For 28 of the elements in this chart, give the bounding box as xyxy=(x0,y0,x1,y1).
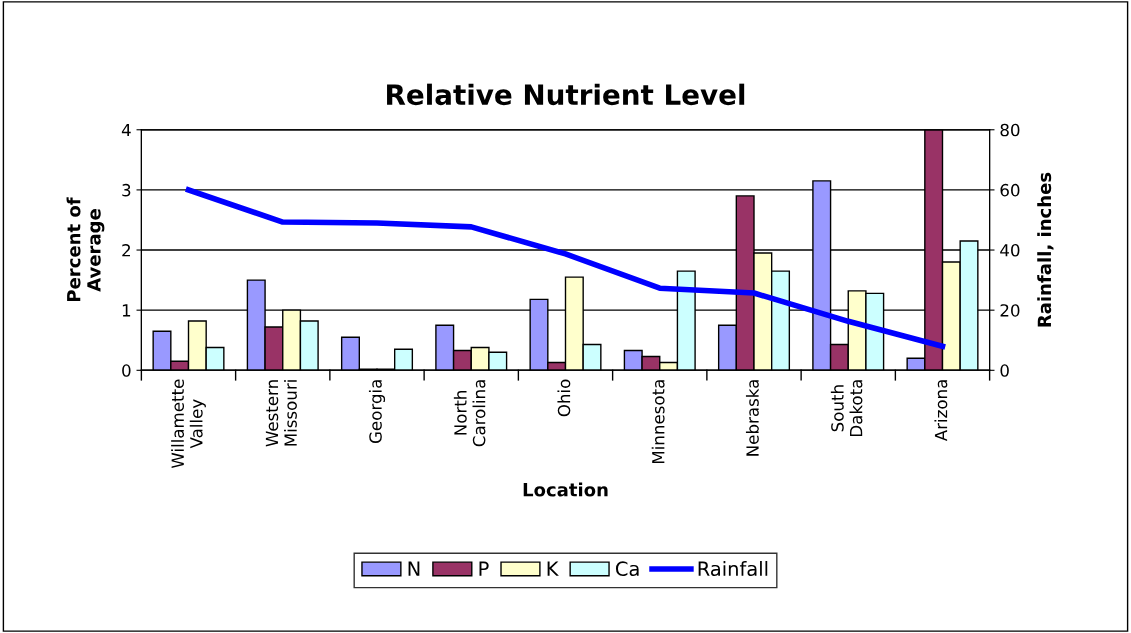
chart-title: Relative Nutrient Level xyxy=(387,83,745,106)
x-tick-label: Western Missouri xyxy=(265,380,297,447)
x-tick-label: Nebraska xyxy=(745,380,759,456)
y-tick-label: 1 xyxy=(122,304,131,317)
y2-tick-label: 80 xyxy=(1000,123,1020,137)
y2-tick-label: 40 xyxy=(1000,244,1020,257)
x-tick-label: Willamette Valley xyxy=(171,379,206,469)
y-axis-title: Percent of Average xyxy=(66,197,105,302)
x-tick-label: Ohio xyxy=(557,379,571,417)
x-tick-label: Georgia xyxy=(368,380,386,444)
y-tick-label: 4 xyxy=(121,123,131,137)
y-tick-label: 3 xyxy=(122,183,131,197)
y2-tick-label: 60 xyxy=(1000,183,1020,197)
y2-tick-label: 0 xyxy=(1000,364,1009,377)
legend-label: Rainfall xyxy=(698,560,768,577)
y2-tick-label: 20 xyxy=(1000,304,1020,317)
x-axis-title: Location xyxy=(523,482,608,497)
legend-label: N xyxy=(408,561,420,576)
x-tick-label: Minnesota xyxy=(651,380,665,464)
y2-axis-title: Rainfall, inches xyxy=(1037,172,1054,327)
x-tick-label: North Carolina xyxy=(453,380,486,447)
y-tick-label: 0 xyxy=(122,364,131,377)
legend-label: Ca xyxy=(615,561,639,577)
legend-label: K xyxy=(547,561,559,576)
x-tick-label: South Dakota xyxy=(830,380,863,437)
y-tick-label: 2 xyxy=(122,244,130,257)
x-tick-label: Arizona xyxy=(934,380,948,442)
legend-label: P xyxy=(479,561,489,576)
